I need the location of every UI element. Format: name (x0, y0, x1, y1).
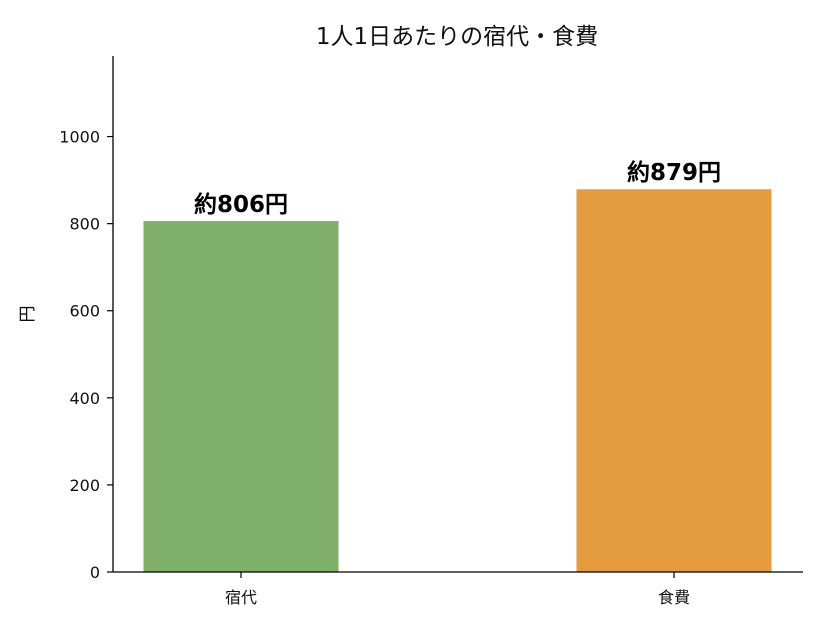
y-tick-label: 600 (69, 302, 100, 321)
x-tick-label: 宿代 (225, 588, 257, 607)
chart-title: 1人1日あたりの宿代・食費 (316, 24, 598, 50)
x-tick-label: 食費 (658, 588, 690, 607)
y-tick-label: 800 (69, 215, 100, 234)
y-axis-label: 円 (18, 306, 38, 323)
bar-1 (143, 221, 339, 573)
y-tick-label: 0 (90, 563, 100, 582)
bar-2 (576, 189, 772, 572)
bar-value-label: 約806円 (194, 191, 288, 218)
y-tick-label: 1000 (59, 128, 100, 147)
y-tick-label: 200 (69, 476, 100, 495)
plot-area: 約806円 約879円 (143, 159, 772, 573)
bar-value-label: 約879円 (627, 159, 721, 186)
y-tick-label: 400 (69, 389, 100, 408)
